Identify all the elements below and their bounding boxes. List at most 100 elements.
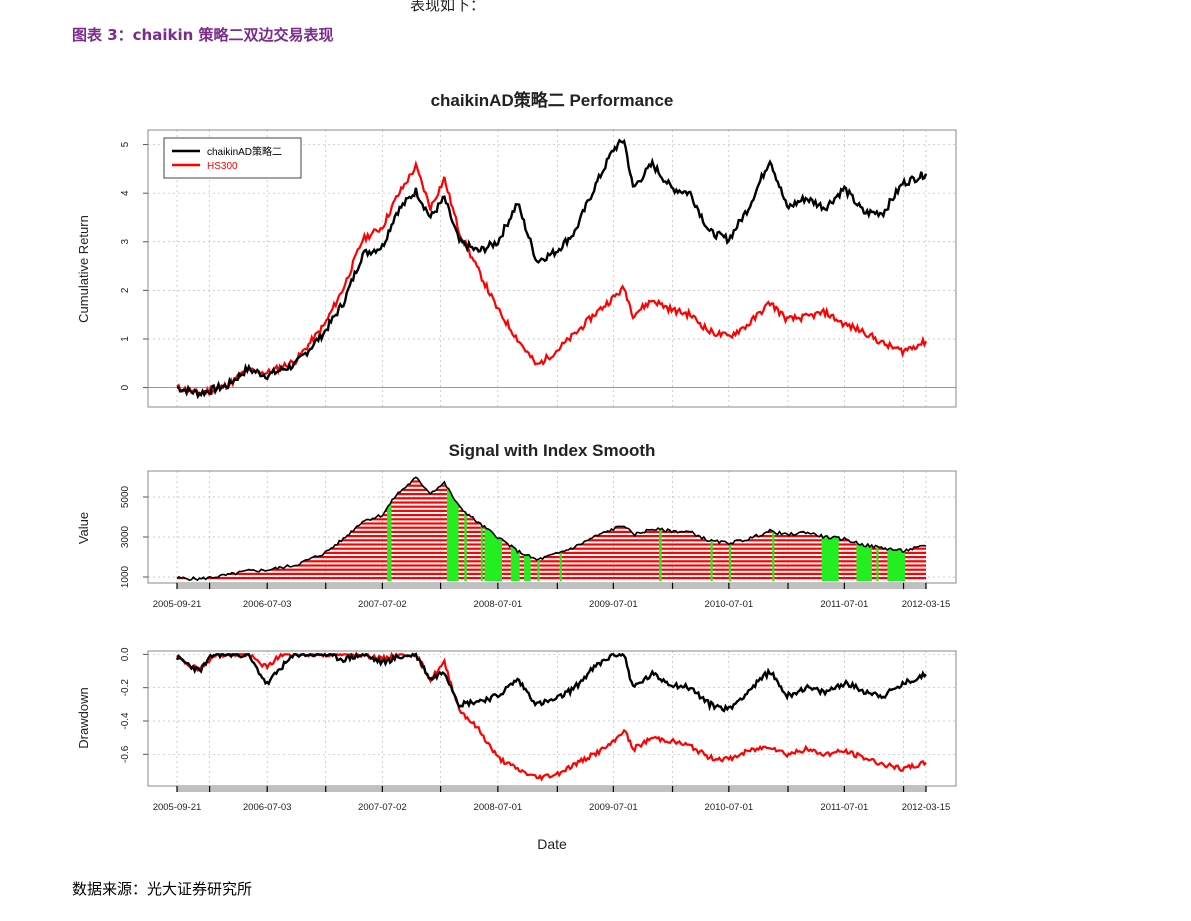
- signal-short-period: [484, 477, 502, 581]
- signal-short-period: [480, 477, 483, 581]
- signal-stripe: [177, 568, 926, 571]
- y-tick-label: 5: [120, 141, 131, 147]
- x-tick-label: 2006-07-03: [243, 802, 292, 813]
- y-tick-label: -0.4: [120, 712, 131, 730]
- y-tick-label: 3: [120, 239, 131, 245]
- performance-panel: chaikinAD策略二 Performance 0 1 2 3 4 5 Cumulati…: [76, 90, 957, 408]
- drawdown-lines: [175, 651, 927, 782]
- signal-stripe: [177, 505, 926, 508]
- signal-short-period: [710, 477, 713, 581]
- signal-index-line: [176, 476, 927, 582]
- signal-short-period: [659, 477, 662, 581]
- signal-short-period: [856, 477, 872, 581]
- signal-stripe: [177, 477, 926, 479]
- x-axis-label: Date: [537, 836, 567, 852]
- signal-short-period: [464, 477, 467, 581]
- signal-y-label: Value: [76, 512, 91, 544]
- series-line-hs300: [176, 160, 927, 397]
- signal-short-period: [887, 477, 906, 581]
- top-text-fragment: 表现如下：: [410, 0, 486, 14]
- signal-stripe: [177, 480, 926, 483]
- drawdown-panel: 0.0 -0.2 -0.4 -0.6 Drawdown 2005-09-21 2006-…: [76, 647, 957, 852]
- signal-stripe: [177, 493, 926, 496]
- x-tick-label: 2006-07-03: [243, 599, 292, 610]
- x-tick-label: 2005-09-21: [153, 802, 202, 813]
- y-tick-label: 3000: [120, 525, 131, 548]
- signal-title: Signal with Index Smooth: [449, 441, 656, 460]
- drawdown-grid: [148, 651, 956, 786]
- signal-y-ticks: 1000 3000 5000: [120, 485, 148, 588]
- figure-caption: 图表 3：chaikin 策略二双边交易表现: [72, 26, 334, 44]
- signal-stripe: [177, 501, 926, 504]
- x-tick-label: 2008-07-01: [474, 802, 523, 813]
- y-tick-label: -0.2: [120, 679, 131, 697]
- performance-y-ticks: 0 1 2 3 4 5: [120, 141, 148, 390]
- signal-short-period: [821, 477, 839, 581]
- signal-stripe: [170, 472, 940, 474]
- legend-box: [163, 137, 302, 179]
- drawdown-y-label: Drawdown: [76, 687, 91, 748]
- legend-label-strategy: chaikinAD策略二: [207, 145, 282, 158]
- signal-stripe: [177, 497, 926, 500]
- signal-stripe: [177, 564, 926, 567]
- signal-short-period: [876, 477, 879, 581]
- signal-panel: Signal with Index Smooth 1000 3000 5000 Va…: [76, 441, 957, 610]
- y-tick-label: 5000: [120, 485, 131, 508]
- signal-stripe: [177, 522, 926, 525]
- signal-short-period: [728, 477, 732, 581]
- x-tick-label: 2009-07-01: [589, 599, 638, 610]
- x-tick-label: 2010-07-01: [705, 802, 754, 813]
- signal-area: [170, 472, 940, 582]
- date-band: [177, 583, 926, 589]
- signal-stripe: [177, 556, 926, 559]
- x-tick-label: 2008-07-01: [474, 599, 523, 610]
- signal-stripe: [177, 488, 926, 491]
- signal-short-period: [510, 477, 520, 581]
- y-tick-label: -0.6: [120, 745, 131, 763]
- drawdown-frame: [147, 650, 957, 787]
- signal-stripe: [177, 484, 926, 487]
- x-tick-label: 2010-07-01: [705, 599, 754, 610]
- signal-short-period: [772, 477, 775, 581]
- x-tick-label: 2011-07-01: [820, 802, 868, 813]
- drawdown-line-hs300: [176, 651, 927, 782]
- signal-stripe: [177, 577, 926, 580]
- signal-stripe: [177, 530, 926, 533]
- x-tick-label: 2009-07-01: [589, 802, 638, 813]
- x-tick-label: 2007-07-02: [358, 802, 407, 813]
- performance-legend: chaikinAD策略二 HS300: [163, 137, 302, 179]
- x-tick-label: 2012-03-15: [902, 599, 951, 610]
- drawdown-date-axis: 2005-09-21 2006-07-03 2007-07-02 2008-07-01…: [153, 786, 951, 813]
- signal-stripe: [177, 514, 926, 517]
- performance-frame: [147, 129, 957, 408]
- drawdown-line-strategy: [175, 651, 927, 713]
- drawdown-y-ticks: 0.0 -0.2 -0.4 -0.6: [120, 647, 148, 763]
- x-tick-label: 2011-07-01: [820, 599, 868, 610]
- y-tick-label: 0.0: [120, 647, 131, 661]
- signal-stripe: [177, 560, 926, 563]
- signal-stripe: [177, 509, 926, 512]
- signal-short-period: [537, 477, 540, 581]
- x-tick-label: 2005-09-21: [153, 599, 202, 610]
- signal-stripe: [177, 572, 926, 575]
- y-tick-label: 1: [120, 336, 131, 342]
- y-tick-label: 0: [120, 384, 131, 390]
- signal-date-axis: 2005-09-21 2006-07-03 2007-07-02 2008-07-01…: [153, 583, 951, 610]
- performance-y-label: Cumulative Return: [76, 215, 91, 323]
- x-tick-label: 2012-03-15: [902, 802, 951, 813]
- date-band: [177, 786, 926, 792]
- signal-short-period: [559, 477, 562, 581]
- y-tick-label: 4: [120, 190, 131, 196]
- y-tick-label: 1000: [120, 565, 131, 588]
- y-tick-label: 2: [120, 287, 131, 293]
- performance-lines: [176, 138, 928, 400]
- signal-short-period: [387, 477, 392, 581]
- series-line-strategy: [176, 138, 928, 400]
- legend-label-index: HS300: [207, 161, 238, 172]
- signal-short-period: [446, 477, 459, 581]
- x-tick-label: 2007-07-02: [358, 599, 407, 610]
- performance-title: chaikinAD策略二 Performance: [431, 90, 674, 110]
- signal-stripe: [177, 526, 926, 529]
- source-note: 数据来源：光大证券研究所: [72, 880, 253, 898]
